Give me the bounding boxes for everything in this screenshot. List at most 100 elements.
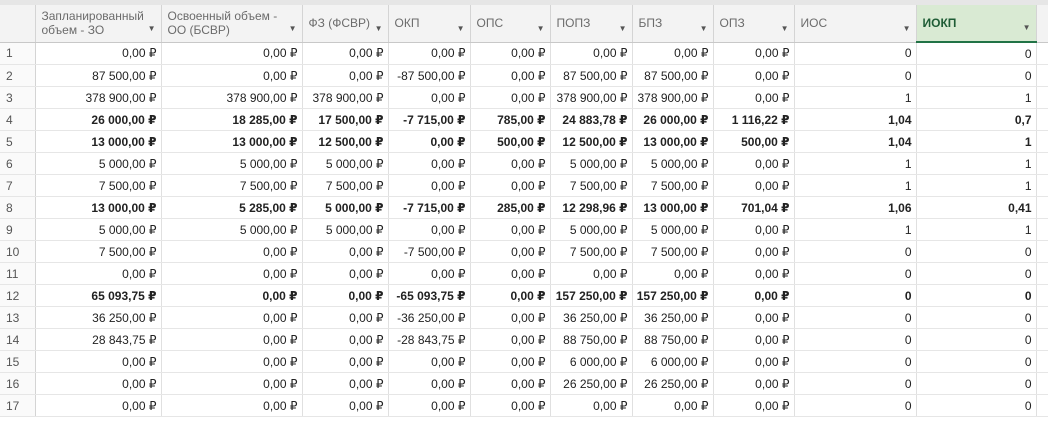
table-row[interactable]: 12 65 093,75 ₽0,00 ₽0,00 ₽ -65 093,75 ₽0,0… <box>0 284 1048 307</box>
table-cell[interactable]: 1 <box>916 218 1037 241</box>
table-cell[interactable]: 500,00 ₽ <box>713 130 795 153</box>
filter-dropdown-icon[interactable]: ▼ <box>699 23 708 33</box>
table-cell[interactable]: 378 900,00 ₽ <box>550 86 633 109</box>
table-cell[interactable]: 13 000,00 ₽ <box>35 196 162 219</box>
column-header-iokp[interactable]: ИОКП ▼ <box>916 5 1037 43</box>
table-cell[interactable]: 0,00 ₽ <box>632 394 714 417</box>
table-cell[interactable]: 0,00 ₽ <box>470 42 551 65</box>
table-cell[interactable]: 0,00 ₽ <box>713 240 795 263</box>
row-number[interactable]: 8 <box>0 196 36 219</box>
table-cell[interactable]: 5 000,00 ₽ <box>632 152 714 175</box>
table-cell[interactable]: 0 <box>794 240 917 263</box>
table-cell[interactable]: 7 500,00 ₽ <box>632 240 714 263</box>
table-cell[interactable]: 0,00 ₽ <box>470 372 551 395</box>
table-cell[interactable]: 26 250,00 ₽ <box>632 372 714 395</box>
table-row[interactable]: 4 26 000,00 ₽18 285,00 ₽17 500,00 ₽ -7 715… <box>0 108 1048 131</box>
table-cell[interactable]: 5 000,00 ₽ <box>302 152 389 175</box>
table-cell[interactable]: 0,00 ₽ <box>161 64 303 87</box>
table-cell-partial[interactable] <box>1036 174 1048 197</box>
column-header-partial[interactable] <box>1036 5 1048 43</box>
row-number[interactable]: 14 <box>0 328 36 351</box>
table-cell[interactable]: 378 900,00 ₽ <box>632 86 714 109</box>
table-cell[interactable]: 0 <box>916 328 1037 351</box>
table-cell[interactable]: 0 <box>916 240 1037 263</box>
table-row[interactable]: 5 13 000,00 ₽13 000,00 ₽12 500,00 ₽0,00 ₽… <box>0 130 1048 153</box>
table-cell[interactable]: 65 093,75 ₽ <box>35 284 162 307</box>
table-cell[interactable]: 701,04 ₽ <box>713 196 795 219</box>
table-row[interactable]: 13 36 250,00 ₽0,00 ₽0,00 ₽ -36 250,00 ₽0,0… <box>0 306 1048 329</box>
table-cell[interactable]: 1 <box>916 86 1037 109</box>
table-cell-partial[interactable] <box>1036 306 1048 329</box>
table-row[interactable]: 10 7 500,00 ₽0,00 ₽0,00 ₽ -7 500,00 ₽0,00 … <box>0 240 1048 263</box>
table-cell[interactable]: 157 250,00 ₽ <box>550 284 633 307</box>
table-cell[interactable]: 0,00 ₽ <box>550 42 633 65</box>
table-row[interactable]: 15 0,00 ₽0,00 ₽0,00 ₽0,00 ₽0,00 ₽6 000,00… <box>0 350 1048 373</box>
table-cell[interactable]: 0,00 ₽ <box>470 86 551 109</box>
table-cell-partial[interactable] <box>1036 130 1048 153</box>
table-cell[interactable]: 0,00 ₽ <box>35 262 162 285</box>
table-cell[interactable]: 0,00 ₽ <box>388 350 471 373</box>
table-cell[interactable]: 378 900,00 ₽ <box>302 86 389 109</box>
table-cell[interactable]: 0,00 ₽ <box>713 262 795 285</box>
column-header-earned-volume[interactable]: Освоенный объем - ОО (БСВР) ▼ <box>161 5 303 43</box>
table-cell[interactable]: 13 000,00 ₽ <box>161 130 303 153</box>
table-cell[interactable]: 24 883,78 ₽ <box>550 108 633 131</box>
table-cell[interactable]: 0,00 ₽ <box>161 240 303 263</box>
table-cell[interactable]: 0,00 ₽ <box>550 394 633 417</box>
table-cell[interactable]: 0,00 ₽ <box>35 42 162 65</box>
column-header-popz[interactable]: ПОПЗ ▼ <box>550 5 633 43</box>
table-cell[interactable]: 0 <box>794 42 917 65</box>
table-cell[interactable]: 0,00 ₽ <box>713 42 795 65</box>
table-cell[interactable]: 0,00 ₽ <box>161 372 303 395</box>
table-cell[interactable]: 0,00 ₽ <box>470 394 551 417</box>
table-cell[interactable]: 0,00 ₽ <box>302 64 389 87</box>
row-number[interactable]: 4 <box>0 108 36 131</box>
table-cell[interactable]: 0,00 ₽ <box>161 350 303 373</box>
table-cell[interactable]: 1 <box>916 130 1037 153</box>
table-cell[interactable]: 0,00 ₽ <box>161 394 303 417</box>
table-cell[interactable]: 0,00 ₽ <box>713 284 795 307</box>
row-number[interactable]: 16 <box>0 372 36 395</box>
row-number[interactable]: 6 <box>0 152 36 175</box>
table-cell[interactable]: 26 000,00 ₽ <box>35 108 162 131</box>
table-cell[interactable]: 0 <box>794 372 917 395</box>
table-cell[interactable]: 0,00 ₽ <box>302 372 389 395</box>
table-cell[interactable]: 0 <box>916 42 1037 65</box>
row-index-header[interactable] <box>0 5 36 43</box>
table-cell[interactable]: 0,00 ₽ <box>470 152 551 175</box>
table-cell[interactable]: 0 <box>794 350 917 373</box>
table-cell-partial[interactable] <box>1036 284 1048 307</box>
table-cell[interactable]: 0,00 ₽ <box>302 240 389 263</box>
table-cell[interactable]: 0,00 ₽ <box>470 350 551 373</box>
table-row[interactable]: 14 28 843,75 ₽0,00 ₽0,00 ₽ -28 843,75 ₽0,0… <box>0 328 1048 351</box>
table-cell[interactable]: 7 500,00 ₽ <box>302 174 389 197</box>
table-cell[interactable]: 0,00 ₽ <box>388 42 471 65</box>
table-cell[interactable]: 0 <box>794 394 917 417</box>
table-cell[interactable]: 36 250,00 ₽ <box>632 306 714 329</box>
table-cell[interactable]: -7 715,00 ₽ <box>388 108 471 131</box>
filter-dropdown-icon[interactable]: ▼ <box>456 23 465 33</box>
row-number[interactable]: 5 <box>0 130 36 153</box>
table-cell[interactable]: 0 <box>916 306 1037 329</box>
table-cell[interactable]: 0,00 ₽ <box>632 42 714 65</box>
table-cell[interactable]: 28 843,75 ₽ <box>35 328 162 351</box>
table-row[interactable]: 17 0,00 ₽0,00 ₽0,00 ₽0,00 ₽0,00 ₽0,00 ₽0,… <box>0 394 1048 417</box>
table-cell[interactable]: 0,00 ₽ <box>550 262 633 285</box>
table-cell[interactable]: 1,06 <box>794 196 917 219</box>
table-cell[interactable]: 378 900,00 ₽ <box>35 86 162 109</box>
table-cell-partial[interactable] <box>1036 372 1048 395</box>
filter-dropdown-icon[interactable]: ▼ <box>618 23 627 33</box>
filter-dropdown-icon[interactable]: ▼ <box>780 23 789 33</box>
table-cell[interactable]: -28 843,75 ₽ <box>388 328 471 351</box>
row-number[interactable]: 2 <box>0 64 36 87</box>
row-number[interactable]: 11 <box>0 262 36 285</box>
table-cell[interactable]: 0,00 ₽ <box>632 262 714 285</box>
table-cell[interactable]: 0 <box>916 262 1037 285</box>
table-cell[interactable]: 0 <box>916 350 1037 373</box>
table-cell[interactable]: 7 500,00 ₽ <box>550 240 633 263</box>
table-cell[interactable]: 0,00 ₽ <box>713 86 795 109</box>
filter-dropdown-icon[interactable]: ▼ <box>374 23 383 33</box>
